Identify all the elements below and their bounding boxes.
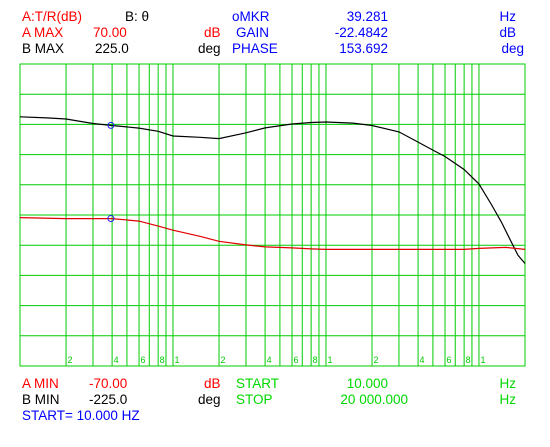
- marker-a: [107, 121, 115, 129]
- x-tick-label: 4: [267, 355, 272, 365]
- mode-a-label: A:T/R(dB): [22, 9, 83, 24]
- b-max-value: 225.0: [95, 41, 129, 56]
- start-label: START: [236, 376, 280, 391]
- marker-label: oMKR: [232, 9, 270, 24]
- b-min-value: -225.0: [89, 392, 128, 407]
- x-tick-label: 4: [114, 355, 119, 365]
- x-tick-label: 2: [221, 355, 226, 365]
- x-tick-label: 1: [174, 355, 179, 365]
- phase-unit: deg: [501, 41, 524, 56]
- x-tick-label: 1: [480, 355, 485, 365]
- start-unit: Hz: [499, 376, 517, 391]
- a-max-label: A MAX: [22, 25, 64, 40]
- gain-label: GAIN: [236, 25, 270, 40]
- x-tick-label: 6: [447, 355, 452, 365]
- x-tick-label: 6: [141, 355, 146, 365]
- b-min-label: B MIN: [22, 392, 60, 407]
- start-summary: START= 10.000 HZ: [22, 408, 140, 423]
- x-tick-label: 8: [313, 355, 318, 365]
- marker-frequency-value: 39.281: [346, 9, 388, 24]
- b-max-unit: deg: [198, 41, 221, 56]
- x-tick-label: 2: [68, 355, 73, 365]
- x-tick-label: 2: [374, 355, 379, 365]
- marker-frequency-unit: Hz: [499, 9, 517, 24]
- a-min-label: A MIN: [22, 376, 59, 391]
- stop-unit: Hz: [499, 392, 517, 407]
- trace-b-phase: [19, 217, 526, 250]
- stop-value: 20 000.000: [340, 392, 408, 407]
- phase-value: 153.692: [339, 41, 388, 56]
- a-max-unit: dB: [204, 25, 221, 40]
- a-max-value: 70.00: [93, 25, 127, 40]
- trace-a-gain: [19, 116, 526, 264]
- plot-frame: [19, 63, 526, 367]
- x-tick-label: 6: [294, 355, 299, 365]
- x-tick-label: 4: [420, 355, 425, 365]
- a-min-unit: dB: [204, 376, 221, 391]
- start-value: 10.000: [346, 376, 388, 391]
- gain-value: -22.4842: [334, 25, 388, 40]
- b-min-unit: deg: [198, 392, 221, 407]
- x-tick-label: 8: [160, 355, 165, 365]
- a-min-value: -70.00: [89, 376, 128, 391]
- phase-label: PHASE: [232, 41, 278, 56]
- b-max-label: B MAX: [22, 41, 65, 56]
- marker-b: [107, 215, 115, 223]
- x-tick-label: 8: [466, 355, 471, 365]
- gain-unit: dB: [499, 25, 516, 40]
- mode-b-label: B: θ: [125, 9, 150, 24]
- x-tick-label: 1: [327, 355, 332, 365]
- stop-label: STOP: [236, 392, 273, 407]
